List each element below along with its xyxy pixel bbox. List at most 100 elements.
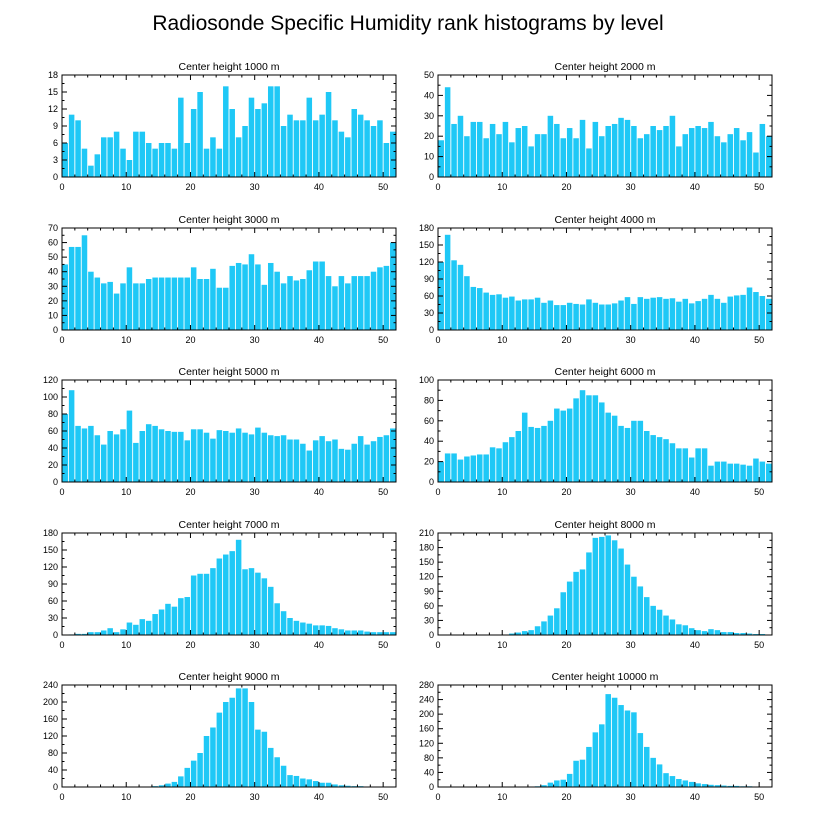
bar xyxy=(312,440,319,482)
bar xyxy=(656,297,663,330)
chart-panel: Center height 8000 m 0 10 20 30 40 50 0 30 60 90 12… xyxy=(419,519,773,650)
bar xyxy=(579,759,586,787)
bar xyxy=(586,299,592,330)
bar xyxy=(370,126,377,177)
bar xyxy=(152,277,158,330)
bar xyxy=(88,632,94,635)
bar xyxy=(746,287,753,330)
bar xyxy=(274,436,280,482)
bar xyxy=(280,435,287,482)
bar xyxy=(255,572,261,635)
bar xyxy=(701,784,708,787)
bar xyxy=(255,427,261,482)
bar xyxy=(152,425,158,482)
bar xyxy=(605,304,611,330)
y-tick-label: 40 xyxy=(424,436,434,446)
y-tick-label: 120 xyxy=(419,572,434,582)
bar xyxy=(133,283,139,330)
bar xyxy=(248,702,255,787)
bar xyxy=(541,621,547,635)
bar xyxy=(287,114,293,177)
bar xyxy=(165,603,171,635)
bar xyxy=(332,286,338,330)
plot-frame xyxy=(61,532,397,636)
bar xyxy=(107,281,113,330)
bar xyxy=(300,778,306,787)
bar xyxy=(721,302,727,330)
bar xyxy=(496,294,502,330)
bar xyxy=(300,622,306,635)
bar xyxy=(255,109,261,177)
bar xyxy=(300,443,306,482)
x-tick-label: 20 xyxy=(561,640,571,650)
y-tick-label: 120 xyxy=(419,257,434,267)
bar xyxy=(727,632,734,635)
bar xyxy=(139,283,146,330)
bar xyxy=(364,631,370,635)
y-tick-label: 120 xyxy=(43,731,58,741)
bar xyxy=(502,297,509,330)
bar xyxy=(351,443,358,482)
bar xyxy=(521,299,528,330)
x-tick-label: 30 xyxy=(626,792,636,802)
bar xyxy=(534,427,541,482)
x-tick-label: 20 xyxy=(561,792,571,802)
bar xyxy=(573,303,579,330)
bar xyxy=(364,444,370,482)
bar xyxy=(611,123,618,177)
bar xyxy=(248,434,255,482)
x-tick-label: 0 xyxy=(59,487,64,497)
x-tick-label: 0 xyxy=(435,182,440,192)
y-tick-label: 70 xyxy=(48,223,58,233)
bar xyxy=(554,123,560,177)
bar xyxy=(682,298,689,330)
bar xyxy=(280,765,287,787)
bar xyxy=(229,697,235,787)
bar xyxy=(476,288,483,330)
bar xyxy=(688,781,695,787)
bar xyxy=(158,277,165,330)
bar xyxy=(650,605,656,635)
bar xyxy=(267,86,274,177)
bar xyxy=(107,628,113,635)
bar xyxy=(618,300,624,330)
bar xyxy=(235,137,242,177)
bar xyxy=(293,439,300,482)
bar xyxy=(643,431,650,482)
bar xyxy=(599,136,605,177)
bar xyxy=(120,283,126,330)
bar xyxy=(721,142,727,177)
y-tick-label: 0 xyxy=(53,782,58,792)
bar xyxy=(727,785,734,787)
bar xyxy=(242,569,248,635)
bar xyxy=(541,302,547,330)
bar xyxy=(643,597,650,635)
x-tick-label: 0 xyxy=(435,487,440,497)
bar xyxy=(94,154,101,177)
bar xyxy=(184,597,191,635)
bar xyxy=(113,632,120,635)
bar xyxy=(120,148,126,177)
bar xyxy=(216,430,223,482)
bar xyxy=(203,432,210,482)
bar xyxy=(126,410,133,482)
chart-panel: Center height 10000 m 0 10 20 30 40 50 0 40 80 120… xyxy=(419,671,773,802)
y-tick-label: 40 xyxy=(424,767,434,777)
bar xyxy=(592,537,599,635)
x-tick-label: 10 xyxy=(121,487,131,497)
y-tick-label: 9 xyxy=(53,121,58,131)
bar xyxy=(139,619,146,635)
y-tick-label: 50 xyxy=(48,252,58,262)
bar xyxy=(515,632,522,635)
bar xyxy=(489,294,496,330)
bar xyxy=(235,262,242,330)
y-tick-label: 0 xyxy=(429,782,434,792)
y-tick-label: 15 xyxy=(48,87,58,97)
bar xyxy=(229,265,235,330)
chart-panel: Center height 7000 m 0 10 20 30 40 50 0 30 60 90 12… xyxy=(43,519,397,650)
x-tick-label: 50 xyxy=(754,487,764,497)
plot-frame xyxy=(61,684,397,788)
bar xyxy=(515,300,522,330)
bar xyxy=(650,126,656,177)
bar xyxy=(521,631,528,635)
